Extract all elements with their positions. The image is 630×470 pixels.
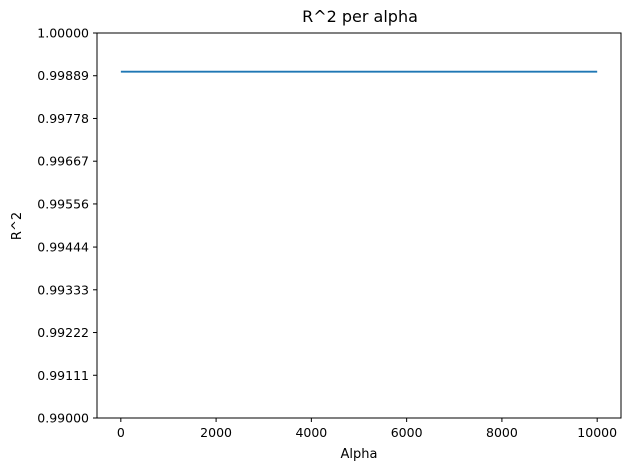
x-axis-label: Alpha — [341, 447, 378, 462]
y-tick-label: 0.99444 — [37, 240, 89, 255]
y-tick-label: 0.99222 — [37, 325, 89, 340]
y-tick-label: 0.99667 — [37, 154, 89, 169]
y-tick-label: 0.99111 — [37, 368, 89, 383]
x-tick-label: 2000 — [200, 425, 232, 440]
y-tick-label: 1.00000 — [37, 26, 89, 41]
y-tick-label: 0.99778 — [37, 111, 89, 126]
y-tick-label: 0.99889 — [37, 68, 89, 83]
x-tick-label: 10000 — [577, 425, 617, 440]
y-tick-label: 0.99000 — [37, 411, 89, 426]
y-axis-label: R^2 — [10, 212, 25, 240]
plot-frame — [96, 32, 622, 419]
x-tick-label: 8000 — [486, 425, 518, 440]
chart-title: R^2 per alpha — [302, 7, 418, 26]
x-axis: 0 2000 4000 6000 8000 10000 — [117, 418, 617, 440]
y-axis: 0.99000 0.99111 0.99222 0.99333 0.99444 0.995… — [37, 26, 97, 426]
x-tick-label: 4000 — [295, 425, 327, 440]
y-tick-label: 0.99556 — [37, 196, 89, 211]
x-tick-label: 0 — [117, 425, 125, 440]
y-tick-label: 0.99333 — [37, 282, 89, 297]
x-tick-label: 6000 — [391, 425, 423, 440]
